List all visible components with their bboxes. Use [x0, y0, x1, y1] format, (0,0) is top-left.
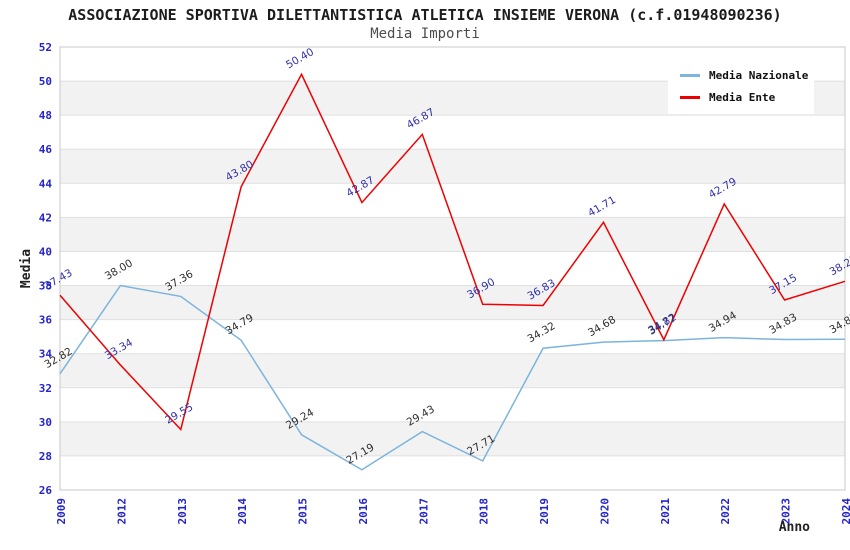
y-tick-label: 52 — [39, 41, 52, 54]
legend-item-label: Media Nazionale — [709, 68, 809, 82]
y-tick-label: 36 — [39, 314, 53, 327]
x-tick-label: 2015 — [297, 498, 310, 525]
plot-band — [60, 251, 845, 286]
media-ente-line — [59, 72, 846, 432]
plot-band — [60, 455, 845, 490]
legend-item-label: Media Ente — [709, 90, 776, 104]
x-tick-label: 2009 — [55, 498, 68, 525]
legend-swatch-icon — [680, 73, 700, 77]
y-tick-label: 38 — [39, 280, 52, 293]
plot-band — [60, 421, 845, 456]
x-tick-label: 2016 — [357, 498, 370, 525]
plot-band — [60, 387, 845, 422]
chart-subtitle: Media Importi — [370, 26, 480, 42]
y-tick-label: 46 — [39, 143, 53, 156]
x-tick-label: 2018 — [478, 498, 491, 525]
x-tick-label: 2014 — [236, 498, 249, 525]
plot-band — [60, 217, 845, 252]
x-axis-title: Anno — [779, 520, 810, 535]
y-axis-title: Media — [19, 249, 34, 288]
chart-title: ASSOCIAZIONE SPORTIVA DILETTANTISTICA AT… — [68, 6, 782, 24]
y-tick-label: 50 — [39, 75, 52, 88]
legend-item-media-ente: Media Ente — [680, 86, 814, 108]
x-tick-label: 2019 — [538, 498, 551, 525]
x-tick-label: 2020 — [598, 498, 611, 525]
x-tick-label: 2013 — [176, 498, 189, 525]
plot-band — [60, 353, 845, 388]
x-tick-label: 2017 — [417, 498, 430, 525]
legend: Media Nazionale Media Ente — [668, 57, 814, 114]
plot-band — [60, 149, 845, 184]
y-tick-label: 30 — [39, 416, 52, 429]
y-tick-label: 28 — [39, 450, 52, 463]
x-tick-label: 2022 — [719, 498, 732, 525]
y-tick-label: 48 — [39, 109, 52, 122]
y-tick-label: 26 — [39, 484, 53, 497]
x-tick-label: 2023 — [780, 498, 793, 525]
legend-swatch-icon — [680, 95, 700, 99]
plot-band — [60, 183, 845, 218]
x-tick-label: 2021 — [659, 498, 672, 525]
media-nazionale-line — [59, 284, 846, 471]
plot-band — [60, 319, 845, 354]
x-tick-label: 2012 — [115, 498, 128, 525]
plot-border — [59, 46, 846, 491]
plot-band — [60, 285, 845, 320]
y-tick-label: 44 — [39, 177, 53, 190]
y-tick-label: 34 — [39, 348, 53, 361]
plot-band — [60, 115, 845, 150]
y-tick-label: 32 — [39, 382, 52, 395]
y-tick-label: 42 — [39, 211, 52, 224]
x-tick-label: 2024 — [840, 498, 850, 525]
legend-item-media-nazionale: Media Nazionale — [680, 64, 814, 86]
y-tick-label: 40 — [39, 245, 52, 258]
